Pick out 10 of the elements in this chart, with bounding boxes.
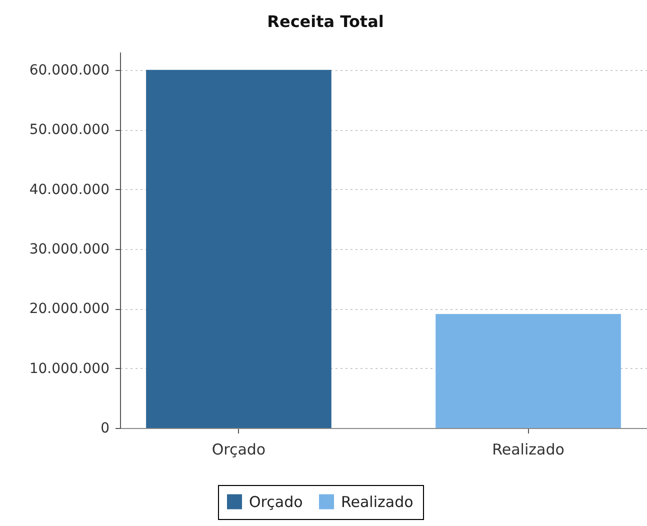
y-tick-label: 50.000.000 [29, 122, 110, 138]
y-tick-label: 30.000.000 [29, 241, 110, 258]
y-tick-label: 40.000.000 [29, 182, 110, 198]
legend-label: Realizado [341, 492, 414, 511]
y-tick-label: 20.000.000 [29, 301, 110, 318]
y-tick-label: 0 [100, 420, 110, 436]
legend-label: Orçado [249, 492, 303, 511]
chart-title: Receita Total [267, 12, 384, 31]
y-tick-label: 60.000.000 [29, 62, 110, 78]
y-tick-label: 10.000.000 [29, 360, 110, 377]
